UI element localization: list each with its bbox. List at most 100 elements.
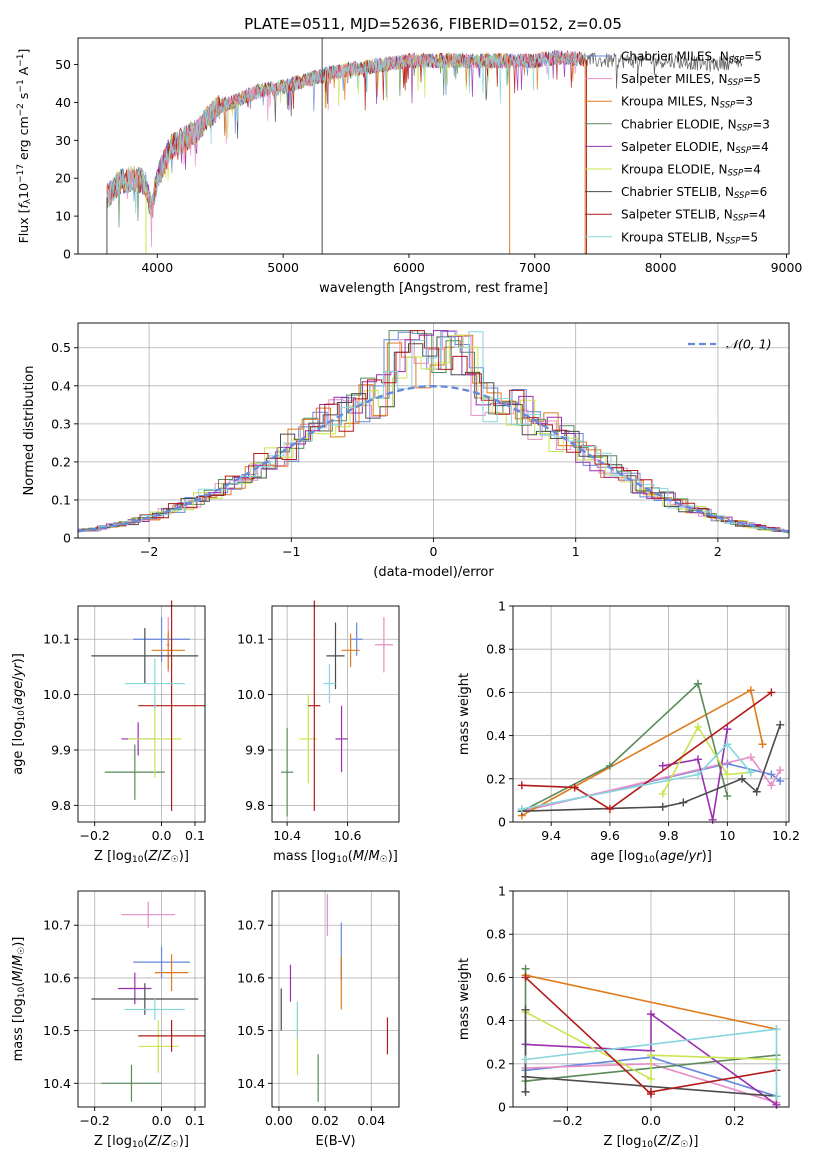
label-part: (data-model)/error	[373, 565, 494, 580]
panel-age-vs-Z: −0.2 0.0 0.19.89.910.010.1Z [log10(Z/Z☉)]a…	[11, 600, 206, 865]
legend-label: Chabrier ELODIE, NSSP=3	[621, 117, 770, 133]
legend-series-name: Kroupa STELIB, N	[621, 230, 725, 244]
label-part: (	[11, 705, 26, 710]
x-tick-label: −1	[282, 544, 300, 559]
errorbar-chabrier-elodie	[101, 1064, 162, 1102]
legend-sub: SSP	[728, 78, 744, 88]
weight-line	[525, 974, 777, 1030]
legend-series-name: Chabrier MILES, N	[621, 50, 729, 64]
label-part: −17	[16, 164, 26, 183]
legend-series-name: Salpeter ELODIE, N	[621, 140, 735, 154]
label-part: /	[364, 849, 369, 864]
weight-marker	[521, 1055, 530, 1064]
label-part: Z	[161, 1134, 172, 1149]
weight-line	[524, 1009, 777, 1097]
legend-count: =4	[743, 163, 761, 177]
weight-marker	[767, 781, 776, 790]
x-axis-label: Z [log10(Z/Z☉)]	[94, 849, 189, 865]
weight-marker	[746, 753, 755, 762]
y-tick-label: 10.1	[43, 632, 71, 647]
legend-sub: SSP	[720, 101, 736, 111]
x-tick-label: 4000	[141, 260, 173, 275]
legend-sub: SSP	[729, 56, 745, 66]
legend-label: Chabrier STELIB, NSSP=6	[621, 185, 767, 201]
x-tick-label: 5000	[267, 260, 299, 275]
hist-step-salpeter-stelib	[83, 330, 789, 532]
errorbar-salpeter-stelib	[138, 600, 205, 811]
panel-mass-vs-Z: −0.2 0.0 0.110.410.510.610.7Z [log10(Z/Z☉)…	[11, 890, 206, 1150]
panel-weight-vs-Z: −0.2 0.0 0.200.20.40.60.81Z [log10(Z/Z☉)]m…	[457, 884, 790, 1150]
y-tick-label: 0.4	[486, 1013, 506, 1028]
weight-marker	[723, 740, 732, 749]
label-part: Z	[670, 1134, 681, 1149]
label-part: M	[11, 955, 26, 966]
weight-line	[661, 725, 751, 795]
label-part: wavelength [Angstrom, rest frame]	[319, 281, 548, 296]
weight-marker	[693, 722, 702, 731]
weight-marker	[521, 1005, 530, 1014]
errorbar-kroupa-stelib	[124, 658, 185, 709]
y-tick-label: 10	[55, 209, 71, 224]
errorbar-kroupa-miles	[341, 633, 360, 667]
weight-marker	[772, 1100, 781, 1109]
x-axis-label: age [log10(age/yr)]	[590, 849, 712, 865]
label-part: (	[11, 982, 26, 987]
x-tick-label: 0.0	[152, 828, 172, 843]
y-tick-label: 0	[63, 247, 71, 262]
weight-marker	[693, 679, 702, 688]
x-tick-label: 0.1	[185, 1113, 205, 1128]
y-axis-label: Normed distribution	[22, 366, 37, 496]
label-part: 10	[336, 855, 348, 865]
axes-frame	[77, 890, 206, 1108]
legend-series-name: Chabrier STELIB, N	[621, 185, 734, 199]
weight-series-chabrier-stelib	[521, 1005, 781, 1101]
x-axis-label: Z [log10(Z/Z☉)]	[604, 1134, 699, 1150]
label-part: Z	[148, 1134, 159, 1149]
y-tick-label: 0.2	[51, 454, 71, 469]
y-tick-label: 9.9	[245, 743, 265, 758]
weight-marker	[658, 789, 667, 798]
errorbar-salpeter-miles	[121, 901, 175, 928]
weight-marker	[521, 1087, 530, 1096]
x-tick-label: 9.8	[659, 828, 679, 843]
weight-marker	[570, 783, 579, 792]
x-tick-label: 0.04	[357, 1113, 385, 1128]
y-tick-label: 0.5	[51, 340, 71, 355]
y-tick-label: 0.6	[486, 970, 506, 985]
y-tick-label: 0	[63, 531, 71, 546]
weight-series-kroupa-miles	[517, 686, 767, 820]
label-part: M	[11, 970, 26, 981]
y-tick-label: 10.5	[43, 1023, 71, 1038]
label-part: age [log	[11, 722, 26, 775]
label-part: yr	[11, 662, 26, 678]
weight-line	[521, 743, 752, 810]
weight-marker	[746, 686, 755, 695]
label-part: /	[684, 849, 689, 864]
normal-curve	[77, 385, 790, 533]
label-part: ☉	[171, 1140, 179, 1150]
weight-marker	[693, 770, 702, 779]
y-tick-label: 30	[55, 133, 71, 148]
weight-marker	[647, 1010, 655, 1019]
x-axis-label: (data-model)/error	[373, 565, 494, 580]
errorbar-salpeter-stelib	[308, 600, 321, 811]
label-part: )]	[11, 653, 26, 663]
weight-marker	[776, 720, 785, 729]
legend-count: =5	[744, 50, 762, 64]
label-part: )]	[702, 849, 712, 864]
label-part: −1	[16, 79, 26, 92]
legend-series-name: Kroupa ELODIE, N	[621, 163, 728, 177]
y-tick-label: 0.2	[486, 1056, 506, 1071]
x-tick-label: 0.00	[265, 1113, 293, 1128]
y-axis-label: mass weight	[457, 673, 472, 755]
x-tick-label: −0.2	[80, 828, 110, 843]
weight-series-kroupa-stelib	[521, 1025, 781, 1101]
weight-marker	[746, 768, 755, 777]
weight-marker	[738, 774, 747, 783]
y-tick-label: 10.0	[237, 687, 265, 702]
y-tick-label: 0.1	[51, 492, 71, 507]
plot-area	[77, 330, 790, 534]
axes-frame	[512, 605, 790, 823]
x-tick-label: 0.2	[725, 1113, 745, 1128]
